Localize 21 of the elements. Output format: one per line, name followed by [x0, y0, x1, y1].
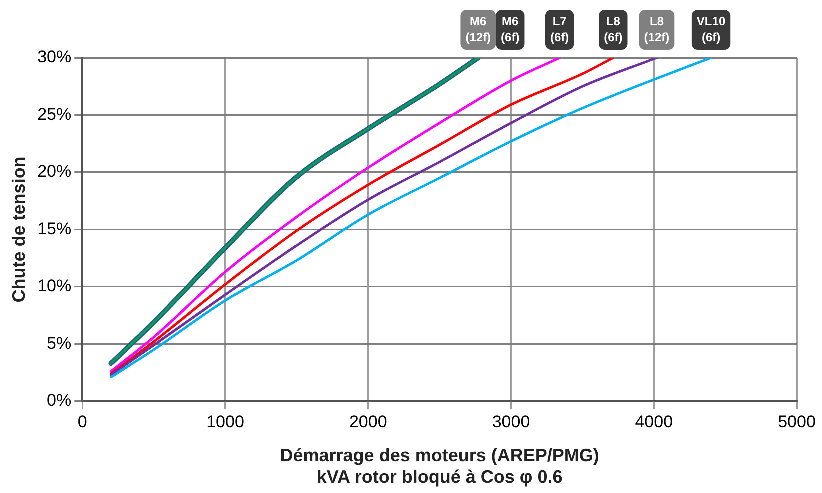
y-tick-label: 20%: [38, 162, 72, 182]
y-tick-label: 15%: [38, 219, 72, 238]
y-tick-label: 30%: [38, 48, 72, 67]
series-label: M6 (12f): [466, 14, 492, 44]
y-tick-label: 0%: [47, 391, 72, 410]
y-tick-label: 25%: [38, 104, 72, 124]
y-axis-title: Chute de tension: [8, 156, 29, 303]
text: M6 (6f): [501, 14, 520, 44]
series-label: VL10 (6f): [696, 14, 726, 44]
x-axis-title: Démarrage des moteurs (AREP/PMG) kVA rotor bloqué à Cos φ 0.6: [280, 446, 600, 488]
y-tick-label: 5%: [47, 334, 72, 353]
x-tick-label: 4000: [635, 412, 674, 432]
series-label: L8 (6f): [604, 14, 623, 44]
x-tick-label: 3000: [492, 412, 530, 432]
x-tick-label: 2000: [349, 412, 388, 432]
y-tick-label: 10%: [38, 276, 72, 296]
series-label: L8 (12f): [644, 14, 670, 44]
x-tick-label: 1000: [206, 412, 244, 432]
x-tick-label: 5000: [778, 412, 816, 432]
series-label: L7 (6f): [550, 14, 570, 44]
x-tick-label: 0: [78, 412, 88, 432]
